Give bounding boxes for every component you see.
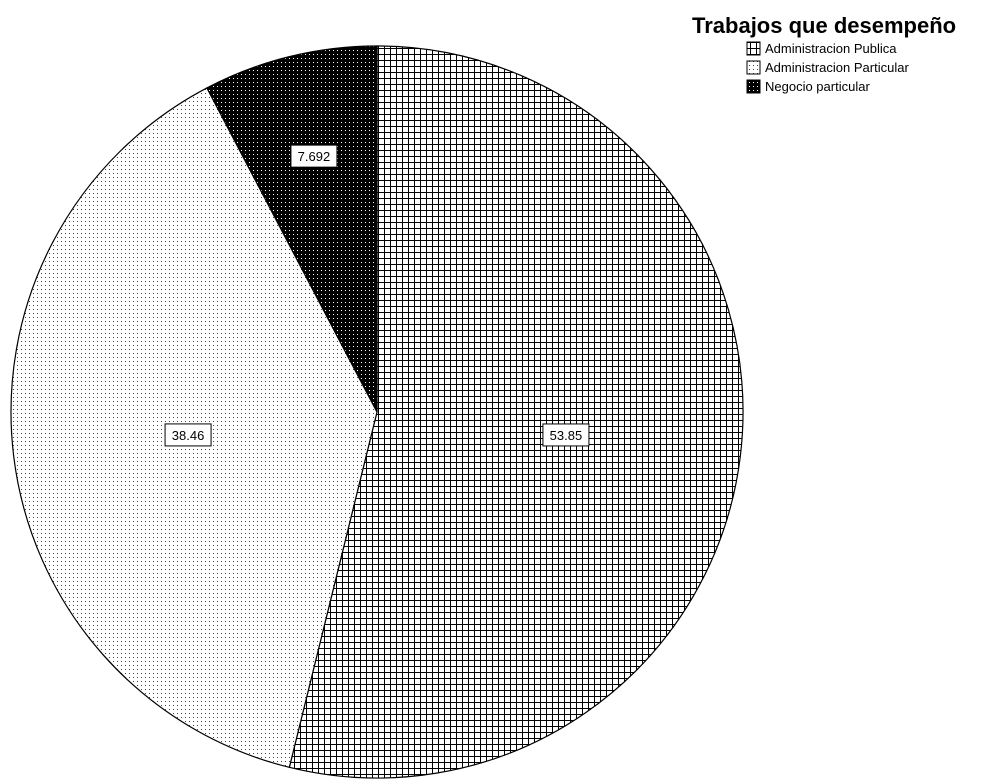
pie-slice-3 [206,45,378,413]
legend-label: Administracion Particular [765,60,909,75]
legend-label: Administracion Publica [765,41,897,56]
slice-label-3: 7.692 [290,144,338,168]
pie-slices [10,45,744,779]
legend-swatch [746,79,761,94]
slice-label-text: 7.692 [298,149,331,164]
pie-slice-1 [288,45,744,779]
legend-swatch [746,60,761,75]
slice-label-box [164,423,212,447]
legend-item-2: Administracion Particular [746,60,909,75]
slice-label-text: 53.85 [550,428,583,443]
slice-label-text: 38.46 [172,428,205,443]
legend-swatch [746,41,761,56]
legend-label: Negocio particular [765,79,870,94]
legend: Trabajos que desempeño Administracion Pu… [692,13,956,94]
slice-label-2: 38.46 [164,423,212,447]
slice-label-box [542,423,590,447]
chart-title: Trabajos que desempeño [692,13,956,38]
pie-data-labels: 53.85 38.46 7.692 [164,144,590,447]
slice-label-box [290,144,338,168]
slice-label-1: 53.85 [542,423,590,447]
legend-item-1: Administracion Publica [746,41,897,56]
legend-item-3: Negocio particular [746,79,870,94]
